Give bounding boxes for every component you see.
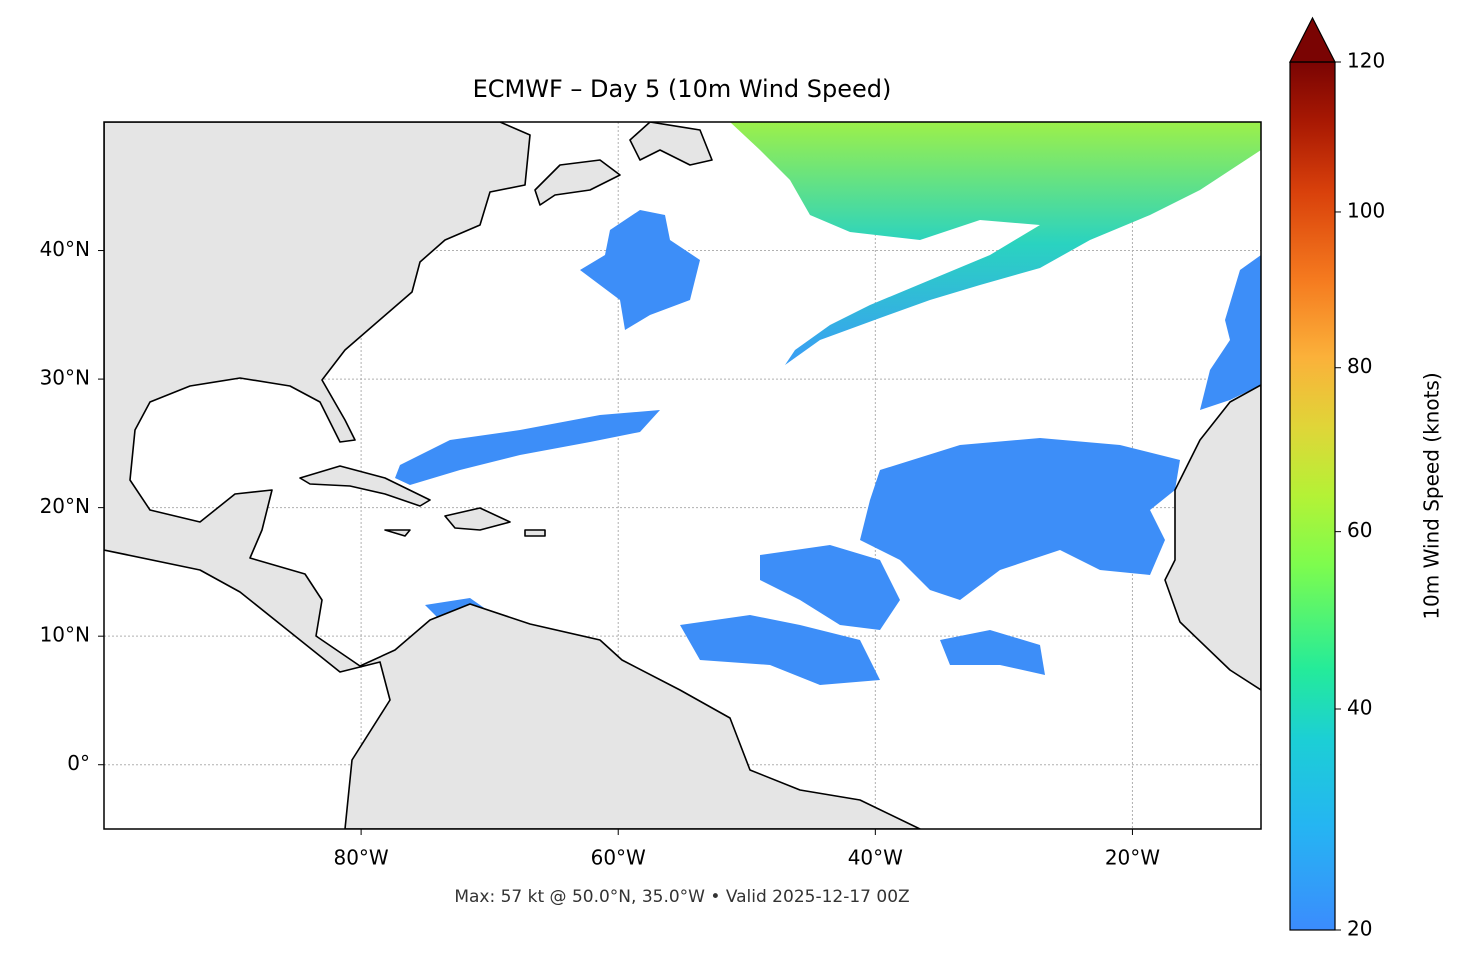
land — [384, 529, 411, 537]
map-frame — [103, 121, 1262, 830]
colorbar-gradient — [1290, 62, 1335, 930]
footer-note: Max: 57 kt @ 50.0°N, 35.0°W • Valid 2025… — [454, 887, 909, 907]
x-tick-label: 60°W — [591, 846, 646, 870]
x-tick-label: 40°W — [848, 846, 903, 870]
y-tick-label: 30°N — [40, 366, 90, 390]
land — [444, 507, 511, 531]
land — [524, 529, 546, 537]
colorbar-tick-label: 100 — [1347, 198, 1385, 222]
x-tick-label: 80°W — [333, 846, 388, 870]
land — [104, 122, 921, 829]
y-tick-label: 20°N — [40, 494, 90, 518]
colorbar-tick-label: 20 — [1347, 917, 1372, 941]
wind-field — [395, 410, 660, 485]
wind-field — [680, 615, 880, 685]
land — [299, 465, 431, 507]
colorbar-label: 10m Wind Speed (knots) — [1420, 372, 1444, 619]
chart-title: ECMWF – Day 5 (10m Wind Speed) — [473, 75, 892, 103]
land — [629, 122, 713, 166]
colorbar-tick-label: 60 — [1347, 518, 1372, 542]
land — [1164, 384, 1261, 691]
wind-field — [730, 122, 1261, 365]
wind-field — [940, 630, 1045, 675]
y-tick-label: 0° — [67, 751, 90, 775]
land — [534, 159, 621, 206]
colorbar-tick-label: 40 — [1347, 695, 1372, 719]
x-tick-label: 20°W — [1105, 846, 1160, 870]
wind-field — [1200, 255, 1261, 410]
wind-field — [860, 438, 1180, 600]
wind-field — [580, 210, 700, 330]
wind-field — [760, 545, 900, 630]
colorbar-tick-label: 120 — [1347, 49, 1385, 73]
colorbar-tick-label: 80 — [1347, 354, 1372, 378]
y-tick-label: 10°N — [40, 623, 90, 647]
colorbar: 10m Wind Speed (knots) — [1289, 16, 1444, 931]
map — [104, 122, 1261, 829]
colorbar-extend — [1289, 16, 1336, 63]
colorbar-frame — [1289, 61, 1336, 931]
y-tick-label: 40°N — [40, 237, 90, 261]
